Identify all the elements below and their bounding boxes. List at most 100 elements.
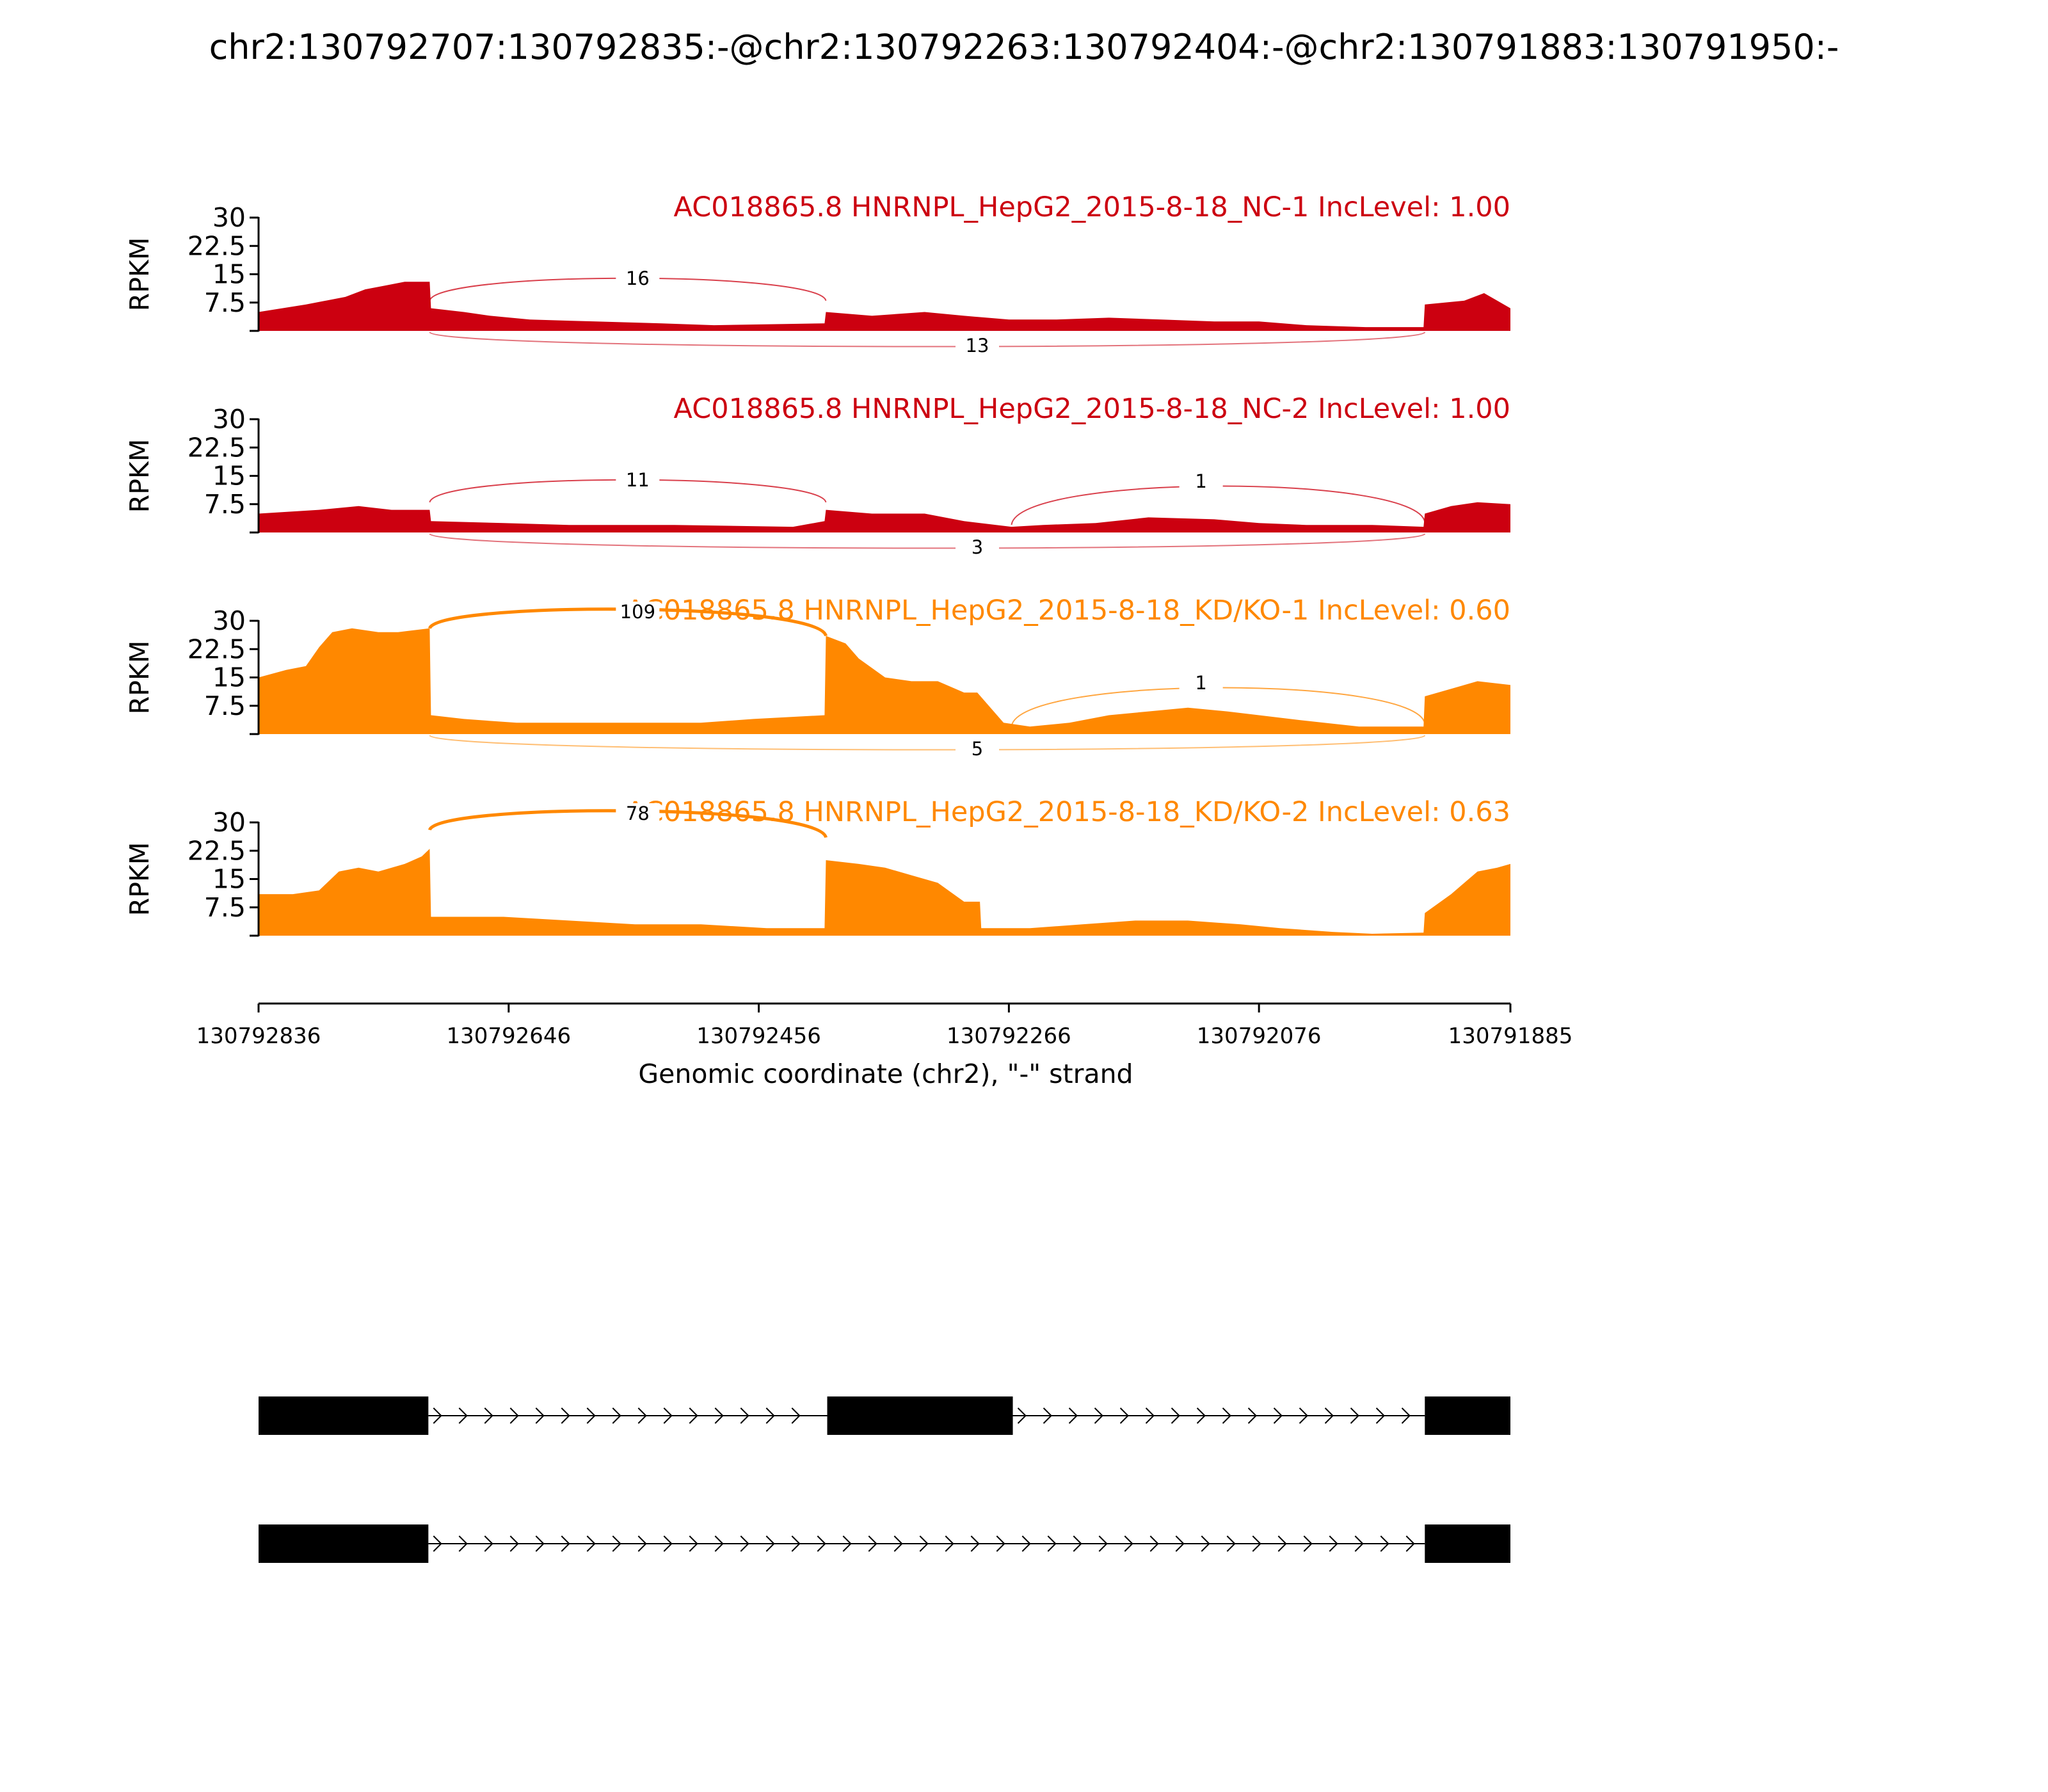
strand-chevron: [663, 1535, 673, 1552]
isoform-2: [259, 1524, 1510, 1563]
y-tick-label: 22.5: [188, 634, 246, 664]
strand-chevron: [535, 1535, 545, 1552]
strand-chevron: [1405, 1535, 1415, 1552]
strand-chevron: [458, 1535, 468, 1552]
junction-label-bg: [616, 803, 660, 825]
strand-chevron: [1073, 1535, 1082, 1552]
x-tick-label: 130792076: [1197, 1023, 1322, 1049]
strand-chevron: [714, 1407, 724, 1424]
junction-label-bg: [616, 268, 660, 290]
strand-chevron: [945, 1535, 954, 1552]
junction-arc: [429, 533, 1426, 549]
panel-title: AC018865.8 HNRNPL_HepG2_2015-8-18_NC-2 I…: [674, 393, 1510, 425]
junction-count: 11: [626, 469, 650, 491]
strand-chevron: [689, 1535, 698, 1552]
strand-chevron: [458, 1407, 468, 1424]
strand-chevron: [740, 1407, 749, 1424]
strand-chevron: [1252, 1535, 1261, 1552]
isoform-track: [259, 1396, 1510, 1563]
strand-chevron: [740, 1535, 749, 1552]
strand-chevron: [1350, 1407, 1359, 1424]
strand-chevron: [1124, 1535, 1133, 1552]
strand-chevron: [586, 1535, 596, 1552]
strand-chevron: [433, 1407, 442, 1424]
strand-chevron: [1119, 1407, 1129, 1424]
strand-chevron: [637, 1535, 647, 1552]
exon-block: [259, 1524, 429, 1563]
panel-title: AC018865.8 HNRNPL_HepG2_2015-8-18_KD/KO-…: [626, 595, 1510, 627]
strand-chevron: [1303, 1535, 1313, 1552]
coverage-area: [259, 282, 1510, 331]
strand-chevron: [893, 1535, 903, 1552]
strand-chevron: [1226, 1535, 1236, 1552]
strand-chevron: [561, 1407, 570, 1424]
junction-count: 109: [620, 601, 655, 623]
y-axis-label: RPKM: [124, 439, 155, 513]
junction-count: 16: [626, 268, 650, 289]
strand-chevron: [1401, 1407, 1411, 1424]
x-axis: 130792836 130792646 130792456 130792266 1307…: [196, 1002, 1573, 1049]
isoform-1: [259, 1396, 1510, 1435]
strand-chevron: [868, 1535, 877, 1552]
strand-chevron: [1299, 1407, 1308, 1424]
x-tick-label: 130792646: [446, 1023, 571, 1049]
strand-chevron: [1273, 1407, 1283, 1424]
strand-chevron: [1149, 1535, 1159, 1552]
y-tick-label: 30: [212, 404, 246, 435]
strand-chevron: [1196, 1407, 1206, 1424]
junction-count: 3: [972, 536, 983, 558]
strand-chevron: [1017, 1407, 1027, 1424]
strand-chevron: [996, 1535, 1005, 1552]
y-axis-label: RPKM: [124, 641, 155, 714]
y-tick-label: 7.5: [204, 691, 246, 721]
strand-chevron: [509, 1535, 519, 1552]
strand-chevron: [637, 1407, 647, 1424]
strand-chevron: [561, 1535, 570, 1552]
coverage-area: [259, 502, 1510, 532]
x-tick-label: 130792456: [696, 1023, 821, 1049]
strand-chevron: [1247, 1407, 1257, 1424]
strand-chevron: [791, 1407, 801, 1424]
strand-chevron: [484, 1535, 493, 1552]
panel-title: AC018865.8 HNRNPL_HepG2_2015-8-18_KD/KO-…: [626, 796, 1510, 828]
strand-chevron: [1329, 1535, 1338, 1552]
strand-chevron: [535, 1407, 545, 1424]
exon-block: [827, 1396, 1013, 1435]
strand-chevron: [1068, 1407, 1078, 1424]
strand-chevron: [612, 1407, 621, 1424]
strand-chevron: [1201, 1535, 1210, 1552]
junction-label-bg: [956, 739, 1000, 760]
strand-chevron: [1222, 1407, 1231, 1424]
x-tick-label: 130792266: [947, 1023, 1071, 1049]
y-tick-label: 15: [212, 259, 246, 290]
y-tick-label: 22.5: [188, 230, 246, 261]
junction-count: 1: [1195, 672, 1206, 694]
strand-chevron: [1043, 1407, 1052, 1424]
y-tick-label: 30: [212, 807, 246, 838]
x-tick-label: 130791885: [1448, 1023, 1573, 1049]
strand-chevron: [484, 1407, 493, 1424]
junction-arc: [429, 735, 1426, 751]
strand-chevron: [586, 1407, 596, 1424]
junction-label-bg: [1179, 471, 1223, 493]
y-tick-label: 7.5: [204, 287, 246, 318]
strand-chevron: [1277, 1535, 1287, 1552]
strand-chevron: [509, 1407, 519, 1424]
y-tick-label: 22.5: [188, 835, 246, 866]
strand-chevron: [1098, 1535, 1108, 1552]
y-tick-label: 7.5: [204, 892, 246, 923]
coverage-area: [259, 849, 1510, 936]
strand-chevron: [433, 1535, 442, 1552]
strand-chevron: [714, 1535, 724, 1552]
y-tick-label: 15: [212, 662, 246, 693]
strand-chevron: [1354, 1535, 1364, 1552]
y-tick-label: 30: [212, 202, 246, 233]
x-axis-label: Genomic coordinate (chr2), "-" strand: [638, 1059, 1133, 1089]
strand-chevron: [1324, 1407, 1334, 1424]
